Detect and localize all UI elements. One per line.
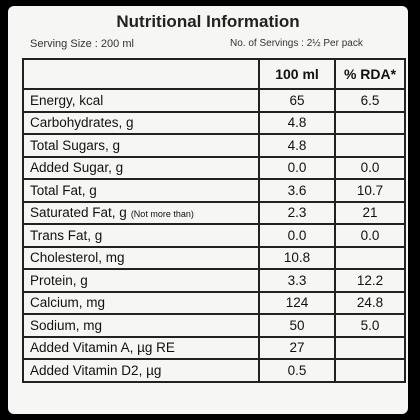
servings: No. of Servings : 2½ Per pack bbox=[230, 38, 363, 49]
nutrient-row: Added Vitamin D2, µg 0.5 bbox=[22, 358, 406, 383]
nutrition-table: 100 ml % RDA* Energy, kcal 65 6.5 Carbohydr… bbox=[22, 58, 406, 383]
nutrient-cell: Sodium, mg bbox=[22, 313, 260, 338]
rda-empty bbox=[334, 110, 406, 135]
per-100ml: 4.8 bbox=[258, 133, 336, 158]
per-100ml: 3.6 bbox=[258, 178, 336, 203]
nutrient-cell: Energy, kcal bbox=[22, 88, 260, 113]
per-100ml: 124 bbox=[258, 290, 336, 315]
rda: 5.0 bbox=[334, 313, 406, 338]
per-100ml: 0.0 bbox=[258, 223, 336, 248]
per-100ml: 65 bbox=[258, 88, 336, 113]
rda: 10.7 bbox=[334, 178, 406, 203]
nutrient-row: Carbohydrates, g 4.8 bbox=[22, 110, 406, 135]
header-row: 100 ml % RDA* bbox=[22, 58, 406, 90]
rda: 12.2 bbox=[334, 268, 406, 293]
nutrient-name: Added Vitamin D2, µg bbox=[30, 362, 162, 378]
title: Nutritional Information bbox=[116, 12, 300, 31]
per-100ml: 50 bbox=[258, 313, 336, 338]
nutrient-name: Trans Fat, g bbox=[30, 227, 103, 243]
nutrient-row: Total Fat, g 3.6 10.7 bbox=[22, 178, 406, 203]
column-header: 100 ml bbox=[258, 58, 336, 90]
per-100ml: 3.3 bbox=[258, 268, 336, 293]
column-header: % RDA* bbox=[334, 58, 406, 90]
rda: 24.8 bbox=[334, 290, 406, 315]
nutrient-note: (Not more than) bbox=[130, 209, 194, 220]
nutrient-cell: Added Vitamin A, µg RE bbox=[22, 335, 260, 360]
nutrient-cell: Carbohydrates, g bbox=[22, 110, 260, 135]
nutrient-cell: Protein, g bbox=[22, 268, 260, 293]
label-panel: Nutritional Information Serving Size : 2… bbox=[8, 6, 408, 414]
rda: 0.0 bbox=[334, 155, 406, 180]
nutrient-cell: Added Sugar, g bbox=[22, 155, 260, 180]
nutrient-cell: Cholesterol, mg bbox=[22, 245, 260, 270]
nutrient-cell: Trans Fat, g bbox=[22, 223, 260, 248]
rda: 21 bbox=[334, 200, 406, 225]
nutrient-row: Energy, kcal 65 6.5 bbox=[22, 88, 406, 113]
nutrient-name: Saturated Fat, g bbox=[30, 205, 127, 221]
rda-empty bbox=[334, 335, 406, 360]
per-100ml: 0.0 bbox=[258, 155, 336, 180]
nutrient-name: Added Vitamin A, µg RE bbox=[30, 340, 175, 356]
nutrient-name: Calcium, mg bbox=[30, 295, 106, 311]
nutrient-name: Carbohydrates, g bbox=[30, 115, 134, 131]
per-100ml: 0.5 bbox=[258, 358, 336, 383]
nutrient-row: Calcium, mg 124 24.8 bbox=[22, 290, 406, 315]
nutrient-name: Energy, kcal bbox=[30, 92, 104, 108]
rda-empty bbox=[334, 133, 406, 158]
nutrient-row: Total Sugars, g 4.8 bbox=[22, 133, 406, 158]
table-body: Energy, kcal 65 6.5 Carbohydrates, g 4.8 Tota… bbox=[22, 88, 406, 383]
nutrient-cell: Added Vitamin D2, µg bbox=[22, 358, 260, 383]
nutrient-row: Cholesterol, mg 10.8 bbox=[22, 245, 406, 270]
nutrient-cell: Calcium, mg bbox=[22, 290, 260, 315]
nutrient-row: Sodium, mg 50 5.0 bbox=[22, 313, 406, 338]
per-100ml: 10.8 bbox=[258, 245, 336, 270]
nutrient-name: Total Fat, g bbox=[30, 182, 97, 198]
rda: 0.0 bbox=[334, 223, 406, 248]
nutrient-name: Cholesterol, mg bbox=[30, 250, 125, 266]
rda: 6.5 bbox=[334, 88, 406, 113]
nutrient-name: Sodium, mg bbox=[30, 317, 103, 333]
nutrient-cell: Saturated Fat, g (Not more than) bbox=[22, 200, 260, 225]
nutrient-row: Trans Fat, g 0.0 0.0 bbox=[22, 223, 406, 248]
nutrient-row: Protein, g 3.3 12.2 bbox=[22, 268, 406, 293]
per-100ml: 4.8 bbox=[258, 110, 336, 135]
per-100ml: 27 bbox=[258, 335, 336, 360]
nutrient-row: Saturated Fat, g (Not more than) 2.3 21 bbox=[22, 200, 406, 225]
nutrient-name: Protein, g bbox=[30, 272, 88, 288]
nutrient-cell: Total Fat, g bbox=[22, 178, 260, 203]
blank-header bbox=[22, 58, 260, 90]
nutrient-row: Added Sugar, g 0.0 0.0 bbox=[22, 155, 406, 180]
nutrient-name: Added Sugar, g bbox=[30, 160, 124, 176]
nutrient-row: Added Vitamin A, µg RE 27 bbox=[22, 335, 406, 360]
nutrient-name: Total Sugars, g bbox=[30, 137, 121, 153]
per-100ml: 2.3 bbox=[258, 200, 336, 225]
serving-size: Serving Size : 200 ml bbox=[30, 38, 134, 50]
rda-empty bbox=[334, 245, 406, 270]
rda-empty bbox=[334, 358, 406, 383]
nutrient-cell: Total Sugars, g bbox=[22, 133, 260, 158]
